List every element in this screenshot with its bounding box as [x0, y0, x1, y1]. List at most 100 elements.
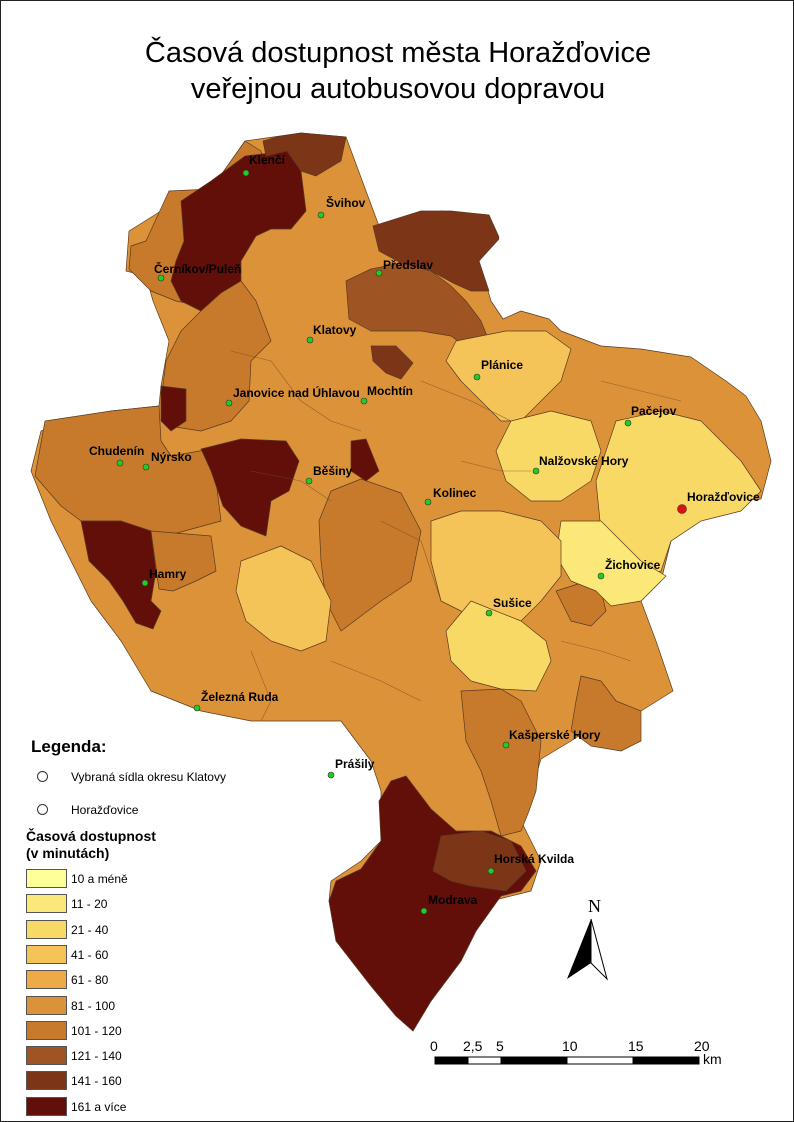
- green-dot-icon: [142, 463, 150, 471]
- municipality-region: [570, 675, 642, 752]
- green-dot-icon: [487, 867, 495, 875]
- legend-swatch: [26, 869, 67, 888]
- municipality-region: [555, 520, 667, 607]
- place-label: Černíkov/Puleň: [154, 262, 242, 276]
- green-dot-icon: [225, 399, 233, 407]
- green-dot-icon: [327, 771, 335, 779]
- boundary-line: [230, 350, 362, 432]
- place-label: Kašperské Hory: [509, 728, 601, 742]
- municipality-region: [200, 438, 300, 537]
- place-label: Prášily: [335, 757, 375, 771]
- municipality-region: [34, 405, 222, 537]
- scale-tick-label: 5: [496, 1038, 504, 1054]
- place-label: Železná Ruda: [201, 690, 279, 704]
- boundary-line: [250, 470, 332, 502]
- legend-swatch: [26, 995, 67, 1015]
- scale-tick-label: 2,5: [463, 1038, 483, 1054]
- scale-tick-label: 20: [694, 1038, 710, 1054]
- boundary-line: [330, 660, 422, 702]
- legend-swatch: [26, 970, 67, 990]
- legend-swatch: [26, 1071, 67, 1091]
- place-label: Plánice: [481, 358, 524, 372]
- green-dot-icon: [597, 572, 605, 580]
- municipality-region: [445, 600, 552, 692]
- legend-swatch: [26, 944, 67, 964]
- municipality-region: [235, 545, 332, 652]
- place-label: Kolinec: [433, 486, 477, 500]
- municipality-region: [430, 510, 562, 632]
- municipality-region: [432, 830, 527, 892]
- municipality-region: [160, 385, 187, 432]
- place-label: Běšiny: [313, 464, 353, 478]
- green-dot-icon: [37, 771, 48, 782]
- municipality-region: [262, 132, 347, 177]
- green-dot-icon: [116, 459, 124, 467]
- legend-class-label: 101 - 120: [71, 1023, 122, 1038]
- municipality-boundaries: [230, 350, 682, 722]
- title-line-1: Časová dostupnost města Horažďovice: [144, 37, 652, 69]
- classes-title-line-1: Časová dostupnost: [26, 828, 156, 844]
- legend-class-label: 121 - 140: [71, 1049, 122, 1064]
- green-dot-icon: [360, 397, 368, 405]
- legend-item-label: Horažďovice: [71, 803, 139, 817]
- boundary-line: [250, 650, 272, 722]
- legend-swatch: [26, 894, 67, 914]
- place-label: Pačejov: [631, 404, 677, 418]
- place-label: Nýrsko: [151, 450, 192, 464]
- scale-tick-label: 15: [628, 1038, 644, 1054]
- legend-swatch: [26, 919, 67, 939]
- green-dot-icon: [242, 169, 250, 177]
- green-dot-icon: [502, 741, 510, 749]
- green-dot-icon: [305, 477, 313, 485]
- municipality-region: [495, 410, 602, 502]
- legend-swatch: [26, 1096, 67, 1116]
- place-label: Klenčí: [249, 153, 286, 167]
- municipality-region: [445, 330, 572, 422]
- green-dot-icon: [424, 498, 432, 506]
- scale-segment: [434, 1056, 469, 1065]
- legend-class-label: 10 a méně: [71, 872, 128, 886]
- legend-class-label: 11 - 20: [71, 897, 108, 912]
- place-label: Žichovice: [605, 558, 661, 572]
- municipality-region: [460, 688, 542, 837]
- green-dot-icon: [473, 373, 481, 381]
- red-dot-icon: [37, 804, 48, 815]
- legend-class-label: 61 - 80: [71, 973, 109, 988]
- boundary-line: [560, 640, 632, 662]
- green-dot-icon: [317, 211, 325, 219]
- municipality-region: [350, 438, 380, 482]
- scale-segment: [467, 1056, 502, 1065]
- boundary-line: [600, 380, 682, 402]
- municipality-regions: [30, 132, 772, 1032]
- place-label: Horská Kvilda: [494, 852, 575, 866]
- place-label: Mochtín: [367, 384, 413, 398]
- green-dot-icon: [141, 579, 149, 587]
- classes-title: Časová dostupnost (v minutách): [26, 828, 156, 862]
- municipality-region: [370, 345, 414, 380]
- north-arrow-icon: [567, 918, 608, 981]
- scale-segment: [632, 1056, 700, 1065]
- place-label: Klatovy: [313, 323, 357, 337]
- scale-segment: [566, 1056, 634, 1065]
- scale-segment: [500, 1056, 568, 1065]
- scale-bar: [434, 1056, 700, 1065]
- title-line-2: veřejnou autobusovou dopravou: [190, 73, 606, 105]
- legend-swatch: [26, 1020, 67, 1040]
- place-label: Švihov: [326, 196, 366, 210]
- place-markers: [116, 169, 687, 915]
- place-label: Nalžovské Hory: [539, 454, 629, 468]
- municipality-region: [150, 530, 217, 592]
- municipality-region: [160, 280, 272, 432]
- boundary-line: [420, 380, 512, 422]
- north-arrow-left-half: [567, 919, 591, 979]
- legend-class-label: 41 - 60: [71, 947, 109, 962]
- place-label: Horažďovice: [687, 490, 760, 504]
- place-label: Chudenín: [89, 444, 145, 458]
- green-dot-icon: [624, 419, 632, 427]
- place-label: Janovice nad Úhlavou: [233, 386, 360, 400]
- place-label: Předslav: [383, 258, 434, 272]
- green-dot-icon: [193, 704, 201, 712]
- legend-swatch: [26, 1046, 67, 1066]
- green-dot-icon: [306, 336, 314, 344]
- boundary-line: [380, 520, 442, 602]
